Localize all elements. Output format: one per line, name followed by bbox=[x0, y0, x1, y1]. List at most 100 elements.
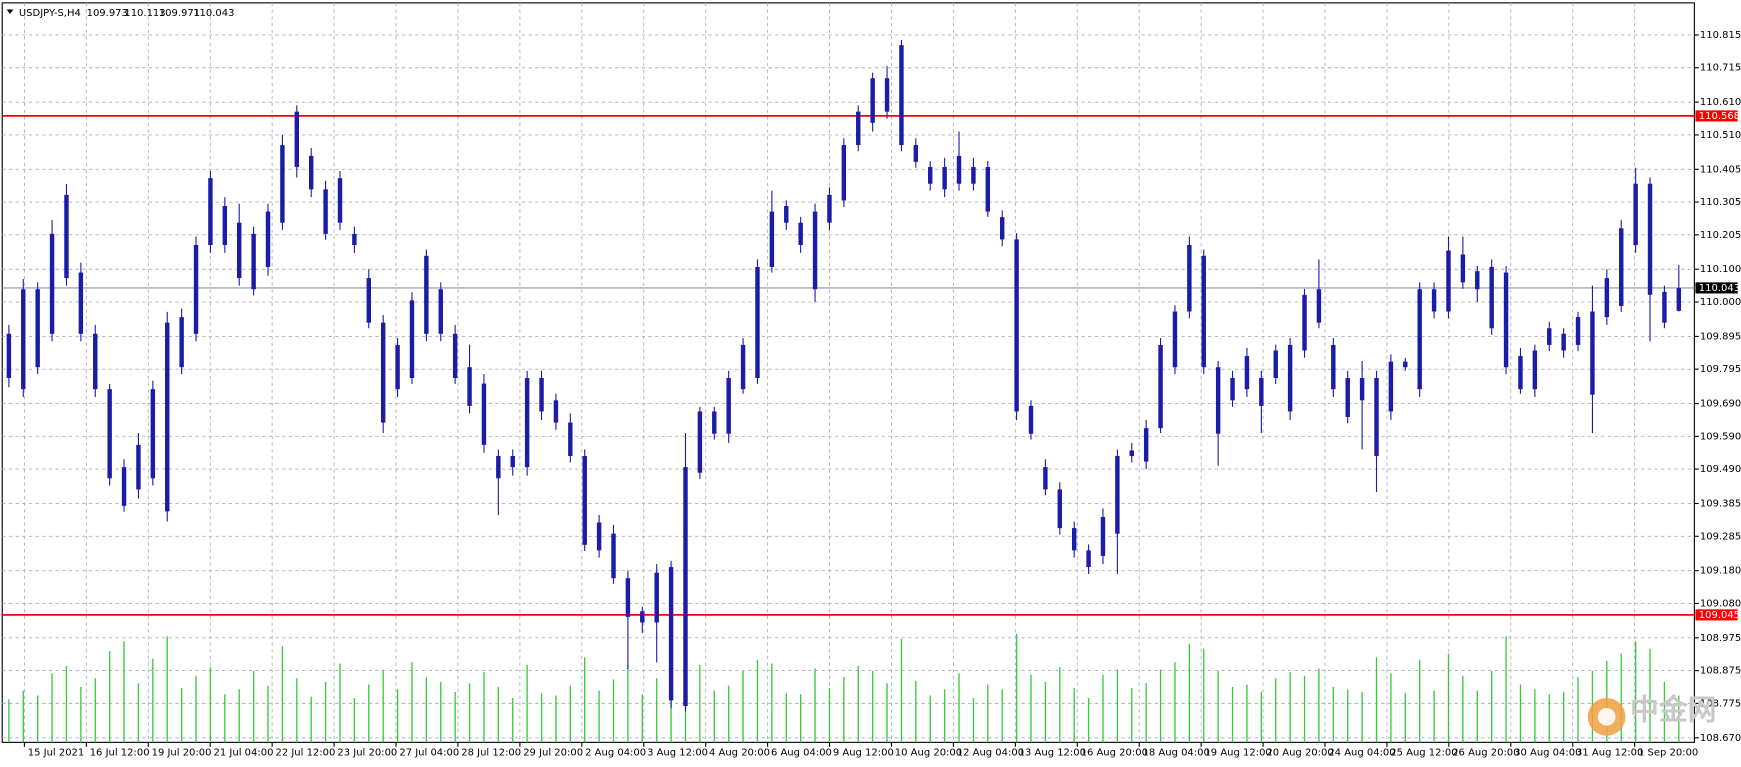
candle-body bbox=[999, 217, 1005, 240]
x-tick-label: 12 Aug 04:00 bbox=[957, 747, 1024, 758]
level-label: 110.568 bbox=[1699, 111, 1740, 122]
candle-body bbox=[107, 389, 112, 479]
y-tick-label: 109.385 bbox=[1700, 499, 1741, 510]
candle-body bbox=[481, 383, 487, 445]
candle-body bbox=[1431, 289, 1437, 312]
candle-body bbox=[1028, 405, 1034, 434]
candle-body bbox=[1014, 239, 1019, 412]
x-tick-label: 25 Aug 12:00 bbox=[1390, 747, 1457, 758]
candle-body bbox=[1129, 450, 1134, 457]
candle-body bbox=[712, 411, 717, 434]
candle-body bbox=[582, 456, 587, 545]
candle-body bbox=[64, 194, 69, 279]
x-tick-label: 26 Aug 20:00 bbox=[1452, 747, 1519, 758]
candle-body bbox=[1215, 367, 1221, 434]
level-label-box bbox=[1695, 110, 1738, 122]
candle-body bbox=[1590, 311, 1595, 395]
candle-body bbox=[784, 206, 789, 223]
y-tick-label: 110.405 bbox=[1700, 164, 1741, 175]
candle-body bbox=[884, 78, 890, 112]
candle-body bbox=[467, 367, 472, 406]
header-low: 109.971 bbox=[159, 8, 200, 19]
candle-body bbox=[568, 422, 573, 457]
candle-body bbox=[265, 211, 271, 267]
candle-body bbox=[452, 333, 458, 379]
level-label-box bbox=[1695, 282, 1738, 294]
candle-body bbox=[6, 333, 12, 379]
y-tick-label: 109.490 bbox=[1700, 464, 1741, 475]
symbol: USDJPY-S,H4 bbox=[19, 8, 81, 19]
candle-body bbox=[1460, 254, 1466, 283]
y-tick-label: 109.590 bbox=[1700, 431, 1741, 442]
x-tick-label: 19 Jul 20:00 bbox=[152, 747, 212, 758]
candle-body bbox=[438, 289, 443, 334]
x-tick-label: 6 Aug 04:00 bbox=[771, 747, 832, 758]
candle-body bbox=[1071, 528, 1077, 551]
x-tick-label: 18 Aug 04:00 bbox=[1143, 747, 1210, 758]
level-label: 109.045 bbox=[1699, 610, 1740, 621]
candle-body bbox=[294, 111, 300, 168]
candle-body bbox=[1662, 291, 1667, 323]
candle-body bbox=[524, 378, 530, 468]
candle-body bbox=[1604, 278, 1610, 318]
symbol-arrow bbox=[6, 9, 14, 14]
candle-body bbox=[424, 255, 429, 334]
candle-body bbox=[798, 222, 803, 246]
candle-body bbox=[1172, 311, 1178, 368]
candle-body bbox=[625, 578, 631, 617]
candle-body bbox=[1201, 255, 1206, 368]
candle-body bbox=[352, 233, 357, 246]
x-tick-label: 4 Aug 20:00 bbox=[709, 747, 770, 758]
x-tick-label: 21 Jul 04:00 bbox=[214, 747, 274, 758]
candle-body bbox=[1259, 378, 1264, 406]
x-tick-label: 3 Aug 12:00 bbox=[647, 747, 708, 758]
candle-body bbox=[165, 322, 170, 512]
candle-body bbox=[366, 278, 372, 323]
candle-body bbox=[971, 167, 976, 184]
plot-frame bbox=[1, 2, 1695, 743]
candle-body bbox=[827, 194, 832, 223]
candle-body bbox=[78, 272, 84, 334]
candle-body bbox=[956, 155, 962, 184]
candle-body bbox=[251, 233, 256, 290]
x-tick-label: 10 Aug 20:00 bbox=[895, 747, 962, 758]
y-tick-label: 109.180 bbox=[1700, 566, 1741, 577]
x-tick-label: 31 Aug 12:00 bbox=[1576, 747, 1643, 758]
candle-body bbox=[1532, 350, 1538, 390]
candle-body bbox=[1143, 428, 1149, 462]
candle-body bbox=[179, 317, 184, 368]
grid-layer bbox=[2, 2, 1695, 743]
candle-body bbox=[1489, 266, 1494, 329]
candle-body bbox=[1273, 350, 1278, 379]
candle-body bbox=[1302, 294, 1307, 351]
x-tick-label: 9 Aug 12:00 bbox=[833, 747, 894, 758]
x-tick-label: 19 Aug 12:00 bbox=[1204, 747, 1271, 758]
candle-body bbox=[1503, 272, 1509, 368]
candle-body bbox=[697, 411, 703, 473]
candle-body bbox=[409, 300, 415, 379]
y-tick-label: 109.690 bbox=[1700, 399, 1741, 410]
y-tick-label: 110.815 bbox=[1700, 30, 1741, 41]
candle-body bbox=[1561, 333, 1566, 351]
candle-body bbox=[1575, 317, 1581, 345]
y-tick-label: 108.975 bbox=[1700, 633, 1741, 644]
axis-layer: 110.815 110.715 110.610 110.510 110.405 110.3… bbox=[23, 30, 1741, 758]
candle-body bbox=[193, 245, 199, 334]
y-tick-label: 110.000 bbox=[1700, 297, 1741, 308]
y-tick-label: 110.715 bbox=[1700, 63, 1741, 74]
x-tick-label: 23 Jul 20:00 bbox=[337, 747, 397, 758]
candle-body bbox=[812, 211, 818, 290]
candle-body bbox=[539, 378, 544, 412]
x-tick-label: 2 Aug 04:00 bbox=[585, 747, 646, 758]
x-tick-label: 22 Jul 12:00 bbox=[275, 747, 335, 758]
candle-body bbox=[280, 145, 285, 223]
candle-body bbox=[1374, 378, 1379, 457]
candle-body bbox=[640, 611, 645, 623]
candle-body bbox=[1316, 289, 1322, 323]
candle-body bbox=[308, 155, 314, 190]
candle-body bbox=[1230, 378, 1235, 401]
candle-body bbox=[683, 467, 688, 706]
candle-body bbox=[121, 467, 127, 506]
